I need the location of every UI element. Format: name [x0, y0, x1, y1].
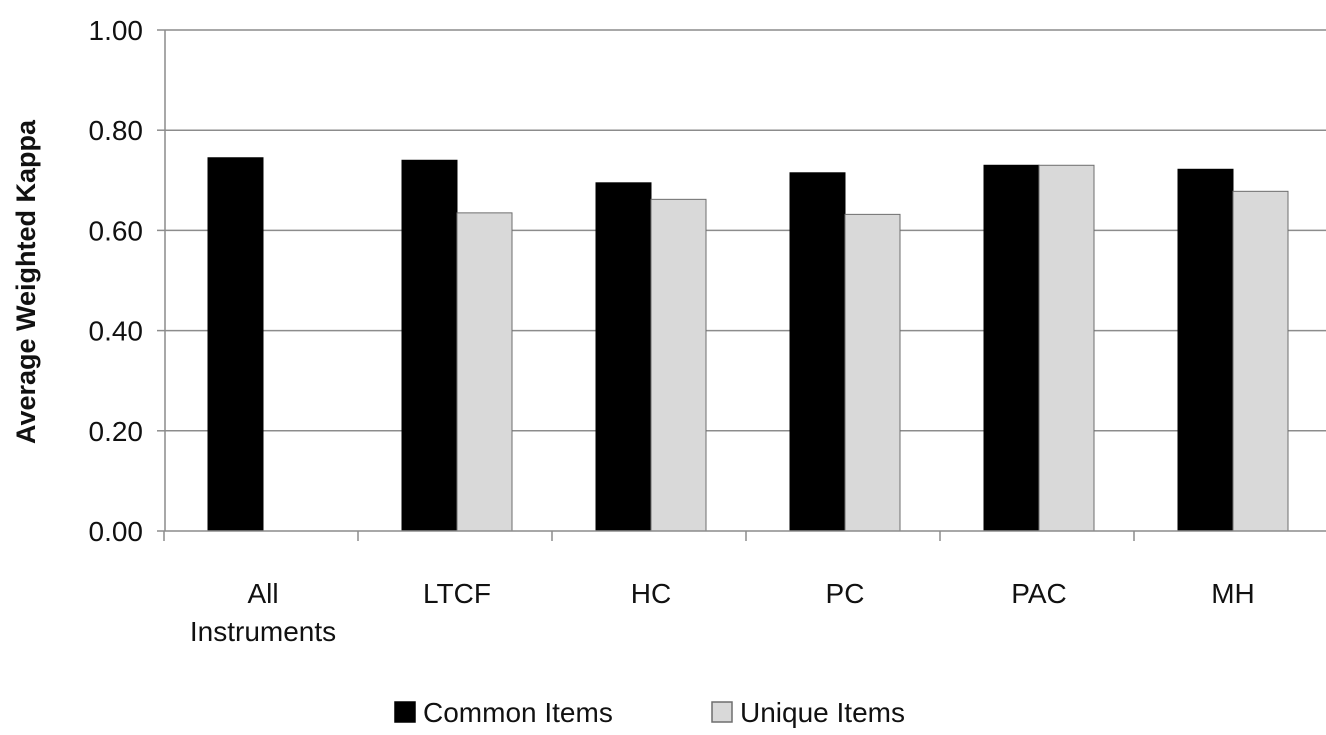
y-tick-label: 0.00: [89, 516, 144, 547]
x-category-label: HC: [631, 578, 671, 609]
x-category-label: PAC: [1011, 578, 1067, 609]
bar-unique-items: [1038, 164, 1095, 532]
legend-swatch: [394, 701, 416, 723]
bar-common-items: [207, 157, 264, 532]
labels: 0.00 0.20 0.40 0.60 0.80 1.00 All Instruments LT…: [89, 15, 1255, 647]
x-category-label: LTCF: [423, 578, 491, 609]
bar-common-items: [789, 172, 846, 532]
y-tick-label: 1.00: [89, 15, 144, 46]
axes: [157, 29, 1326, 541]
legend-label: Unique Items: [740, 697, 905, 728]
y-tick-label: 0.80: [89, 115, 144, 146]
x-category-label: PC: [826, 578, 865, 609]
x-category-label: Instruments: [190, 616, 336, 647]
y-tick-label: 0.20: [89, 416, 144, 447]
gridlines: [165, 29, 1326, 432]
bar-unique-items: [844, 213, 901, 532]
bars: [207, 157, 1289, 532]
y-tick-label: 0.40: [89, 316, 144, 347]
legend-swatch: [711, 701, 733, 723]
y-tick-label: 0.60: [89, 215, 144, 246]
y-axis-title: Average Weighted Kappa: [11, 119, 41, 444]
x-category-label: All: [247, 578, 278, 609]
bar-unique-items: [1232, 190, 1289, 532]
bar-common-items: [595, 182, 652, 532]
legend-label: Common Items: [423, 697, 613, 728]
bar-unique-items: [456, 212, 513, 532]
bar-common-items: [983, 164, 1040, 532]
bar-unique-items: [650, 198, 707, 532]
bar-common-items: [401, 159, 458, 532]
x-category-label: MH: [1211, 578, 1255, 609]
bar-common-items: [1177, 168, 1234, 532]
legend: Common Items Unique Items: [394, 697, 905, 728]
